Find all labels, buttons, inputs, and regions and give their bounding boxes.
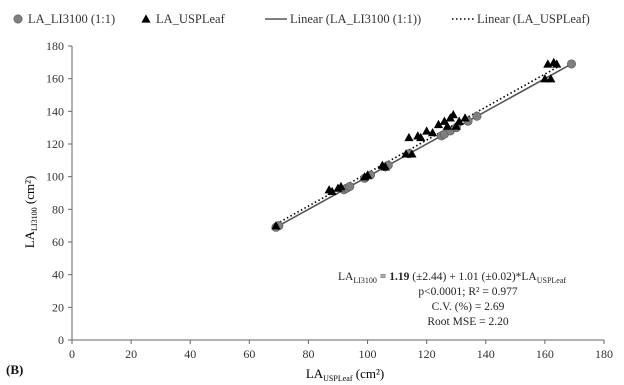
x-tick-label: 180 xyxy=(595,347,613,361)
x-tick-label: 120 xyxy=(418,347,436,361)
data-point-li3100 xyxy=(472,111,482,121)
coefficient-of-variation: C.V. (%) = 2.69 xyxy=(432,301,505,313)
legend-label: Linear (LA_USPLeaf) xyxy=(477,12,590,26)
legend-label: Linear (LA_LI3100 (1:1)) xyxy=(290,12,421,26)
data-point-uspleaf xyxy=(427,127,438,137)
regression-stats: p<0.0001; R² = 0.977 xyxy=(418,286,517,298)
data-point-uspleaf xyxy=(401,149,411,158)
data-point-uspleaf xyxy=(552,59,562,68)
data-point-li3100 xyxy=(566,59,576,69)
data-point-li3100 xyxy=(345,181,355,191)
x-tick-label: 140 xyxy=(477,347,495,361)
axes: 0 20 40 60 80 100 120 140 160 180 0 20 40 60 80 100 120 1… xyxy=(46,39,613,361)
legend-triangle-marker xyxy=(141,14,151,23)
data-point-uspleaf xyxy=(540,74,550,83)
data-markers xyxy=(271,57,576,232)
data-point-uspleaf xyxy=(416,132,426,142)
data-point-uspleaf xyxy=(422,126,432,135)
y-tick-label: 20 xyxy=(52,300,64,314)
x-tick-label: 60 xyxy=(243,347,255,361)
data-point-uspleaf xyxy=(327,186,337,196)
y-tick-label: 80 xyxy=(52,202,64,216)
y-tick-label: 140 xyxy=(46,104,64,118)
data-point-uspleaf xyxy=(380,162,390,171)
regression-equation: LALI3100 = 1.19 (±2.44) + 1.01 (±0.02)*L… xyxy=(338,271,566,285)
data-point-uspleaf xyxy=(546,74,556,83)
data-point-uspleaf xyxy=(336,181,346,191)
y-tick-label: 60 xyxy=(52,235,64,249)
data-point-uspleaf xyxy=(407,149,417,158)
x-tick-label: 20 xyxy=(125,347,137,361)
y-axis-title: LALI3100 (cm²) xyxy=(22,176,39,249)
y-tick-label: 40 xyxy=(52,268,64,282)
legend-item: LA_USPLeaf xyxy=(141,12,226,26)
x-tick-label: 160 xyxy=(536,347,554,361)
data-point-uspleaf xyxy=(433,119,444,129)
regression-annotation: LALI3100 = 1.19 (±2.44) + 1.01 (±0.02)*L… xyxy=(338,271,566,328)
legend: LA_LI3100 (1:1) LA_USPLeaf Linear (LA_LI31… xyxy=(13,12,590,26)
y-tick-label: 0 xyxy=(58,333,64,347)
data-point-uspleaf xyxy=(454,116,464,125)
legend-circle-marker xyxy=(13,14,23,24)
trend-line-uspleaf xyxy=(272,65,561,227)
legend-label: LA_LI3100 (1:1) xyxy=(28,12,115,26)
legend-item: Linear (LA_LI3100 (1:1)) xyxy=(265,12,421,26)
x-tick-label: 40 xyxy=(184,347,196,361)
x-tick-label: 100 xyxy=(359,347,377,361)
data-point-uspleaf xyxy=(451,121,461,130)
trend-lines xyxy=(272,63,572,229)
data-point-uspleaf xyxy=(362,170,373,179)
legend-label: LA_USPLeaf xyxy=(156,12,226,26)
y-tick-label: 180 xyxy=(46,39,64,53)
data-point-uspleaf xyxy=(442,121,452,130)
data-point-uspleaf xyxy=(460,113,470,122)
data-point-uspleaf xyxy=(404,132,414,142)
data-point-uspleaf xyxy=(271,221,281,230)
y-tick-label: 160 xyxy=(46,72,64,86)
panel-label: (B) xyxy=(6,362,23,377)
x-tick-label: 80 xyxy=(302,347,314,361)
legend-item: LA_LI3100 (1:1) xyxy=(13,12,115,26)
x-tick-label: 0 xyxy=(69,347,75,361)
y-tick-label: 100 xyxy=(46,170,64,184)
legend-item: Linear (LA_USPLeaf) xyxy=(452,12,590,26)
data-point-uspleaf xyxy=(448,110,458,119)
root-mse: Root MSE = 2.20 xyxy=(427,316,508,328)
trend-line-li3100 xyxy=(275,63,572,229)
y-tick-label: 120 xyxy=(46,137,64,151)
x-axis-title: LAUSPLeaf (cm²) xyxy=(306,366,384,383)
